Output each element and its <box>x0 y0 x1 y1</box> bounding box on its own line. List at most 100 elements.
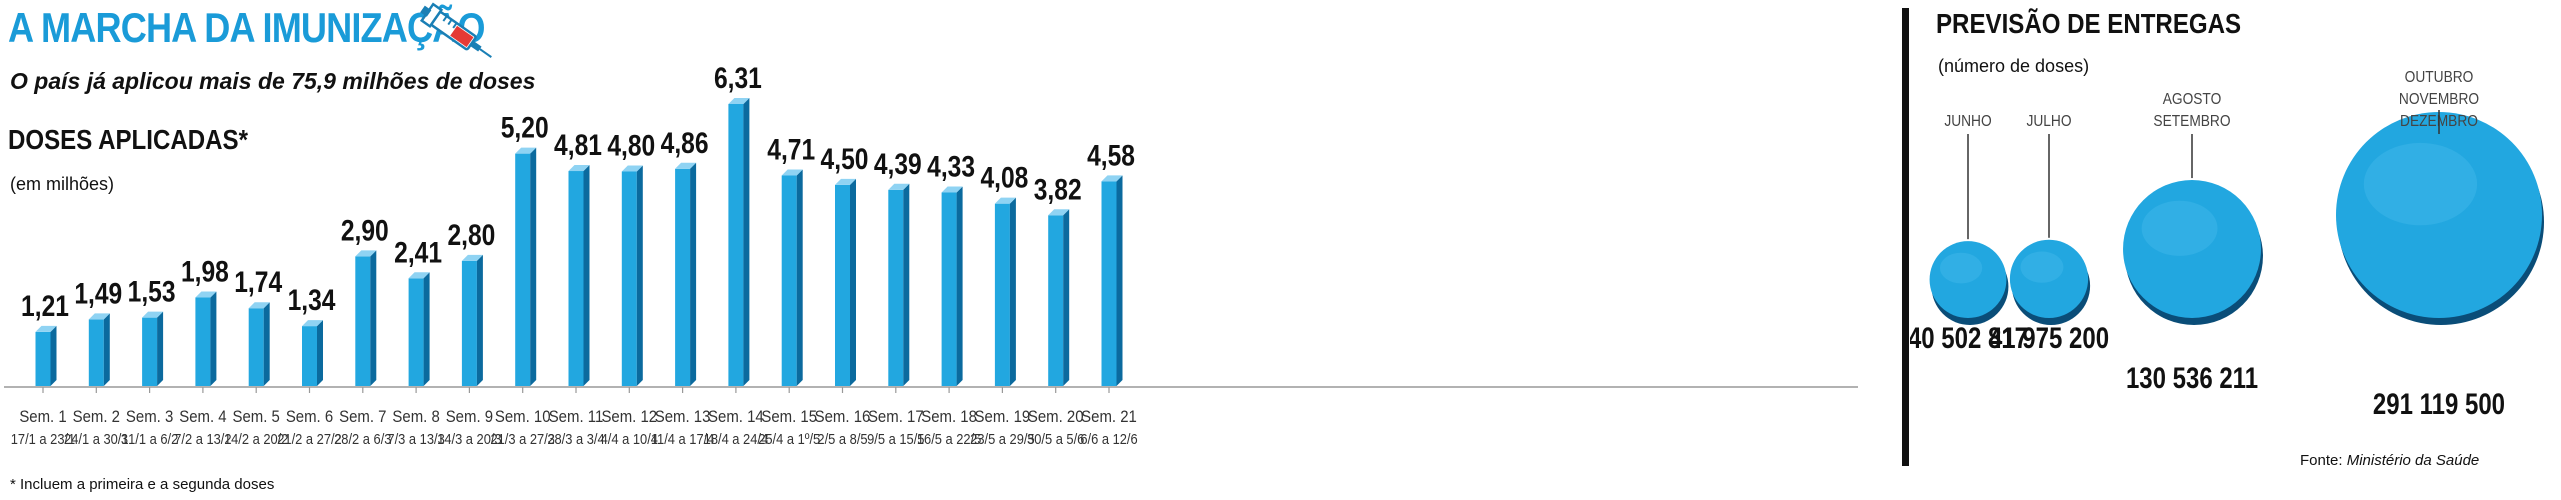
x-date-label: 7/2 a 13/2 <box>174 430 232 447</box>
x-date-label: 16/5 a 22/5 <box>917 430 982 447</box>
bubble-value-label: 130 536 211 <box>2126 360 2258 394</box>
bar-side <box>317 320 323 386</box>
bar-front <box>302 326 317 386</box>
bubble-period-label: AGOSTO <box>2163 90 2222 108</box>
bar-value-label: 4,71 <box>767 132 815 166</box>
bar-top <box>195 291 217 298</box>
x-date-label: 14/3 a 20/3 <box>437 430 502 447</box>
bubble-highlight <box>1939 252 1983 284</box>
bar-front <box>781 175 797 386</box>
bar-value-label: 4,50 <box>821 142 869 176</box>
bar-top <box>728 98 750 104</box>
bar-value-label: 5,20 <box>501 110 549 144</box>
bar <box>142 311 164 386</box>
x-date-label: 18/4 a 24/4 <box>704 430 769 447</box>
bar-front <box>675 168 691 386</box>
x-tick-label: Sem. 16 <box>815 408 871 426</box>
bar <box>88 313 110 386</box>
bar <box>888 183 910 386</box>
x-tick-label: Sem. 13 <box>655 408 711 426</box>
bar-value-label: 4,86 <box>661 125 709 159</box>
bar-side <box>636 165 643 386</box>
bar-value-label: 6,31 <box>714 61 762 95</box>
bar-value-label: 1,34 <box>288 283 337 317</box>
bar-side <box>1009 197 1016 386</box>
bar-top <box>888 183 910 190</box>
bar-top <box>302 320 323 327</box>
bar-value-label: 2,41 <box>394 235 442 269</box>
x-tick-label: Sem. 12 <box>601 408 657 426</box>
bar-top <box>1048 209 1070 216</box>
bar-value-label: 4,81 <box>554 128 602 162</box>
x-tick-label: Sem. 10 <box>495 408 551 426</box>
delivery-title: PREVISÃO DE ENTREGAS <box>1936 8 2242 39</box>
bar <box>355 250 377 386</box>
bar <box>408 272 430 386</box>
bubble-circle <box>2336 112 2542 318</box>
bar-front <box>1101 181 1117 386</box>
bar-front <box>994 203 1010 386</box>
bubble-period-label: NOVEMBRO <box>2399 90 2479 108</box>
bar-front <box>142 317 158 386</box>
x-tick-label: Sem. 21 <box>1081 408 1137 426</box>
bar <box>621 165 643 386</box>
syringe-icon <box>419 2 492 58</box>
bar-value-label: 2,90 <box>341 213 389 247</box>
bar <box>195 291 217 386</box>
x-date-label: 9/5 a 15/5 <box>867 430 925 447</box>
x-date-label: 11/4 a 17/4 <box>651 430 715 447</box>
bar-front <box>621 171 637 386</box>
x-date-label: 21/3 a 27/3 <box>490 430 555 447</box>
bubble-circle <box>2009 239 2089 318</box>
bubble-period-label: SETEMBRO <box>2153 112 2230 130</box>
bar-side <box>530 147 537 386</box>
bar-front <box>941 192 957 386</box>
delivery-unit: (número de doses) <box>1938 56 2090 76</box>
x-date-label: 14/2 a 20/2 <box>224 430 289 447</box>
x-date-label: 25/4 a 1º/5 <box>758 430 820 447</box>
x-tick-label: Sem. 11 <box>549 408 604 426</box>
bar <box>568 165 590 386</box>
doses-title: DOSES APLICADAS* <box>8 124 248 155</box>
x-date-label: 17/1 a 23/1 <box>11 430 76 447</box>
bar-front <box>888 189 904 386</box>
bar-front <box>835 184 850 386</box>
bar-side <box>583 165 590 386</box>
source-label: Fonte: <box>2300 452 2343 469</box>
bar-front <box>728 104 744 386</box>
bubble <box>2009 239 2091 325</box>
x-tick-label: Sem. 18 <box>921 408 977 426</box>
x-date-label: 28/2 a 6/3 <box>334 430 392 447</box>
bar-top <box>621 165 643 172</box>
x-date-label: 23/5 a 29/5 <box>970 430 1035 447</box>
x-tick-label: Sem. 6 <box>286 408 333 426</box>
bar-side <box>423 272 430 386</box>
bar-value-label: 4,08 <box>980 160 1028 194</box>
bar <box>35 325 57 386</box>
bar-side <box>210 291 217 386</box>
bar <box>941 186 963 386</box>
bar-front <box>355 256 371 386</box>
x-tick-label: Sem. 1 <box>19 408 66 426</box>
x-date-label: 28/3 a 3/4 <box>547 430 605 447</box>
bar-top <box>248 302 270 309</box>
source-name: Ministério da Saúde <box>2346 452 2480 469</box>
x-tick-label: Sem. 19 <box>975 408 1031 426</box>
x-tick-label: Sem. 20 <box>1028 408 1084 426</box>
bar-top <box>35 325 57 332</box>
bar-value-label: 1,98 <box>181 254 229 288</box>
bubble-value-label: 291 119 500 <box>2373 386 2505 420</box>
bar-side <box>476 254 483 386</box>
bubble-circle <box>2123 180 2261 318</box>
x-tick-label: Sem. 7 <box>339 408 386 426</box>
bar-front <box>408 278 424 386</box>
bar-side <box>796 169 803 386</box>
bar-front <box>248 308 264 386</box>
bubble <box>2123 180 2263 325</box>
bar <box>461 254 483 386</box>
doses-unit: (em milhões) <box>10 174 115 194</box>
bar <box>515 147 537 386</box>
bar-top <box>408 272 430 279</box>
x-tick-label: Sem. 2 <box>73 408 120 426</box>
bar-side <box>103 313 110 386</box>
